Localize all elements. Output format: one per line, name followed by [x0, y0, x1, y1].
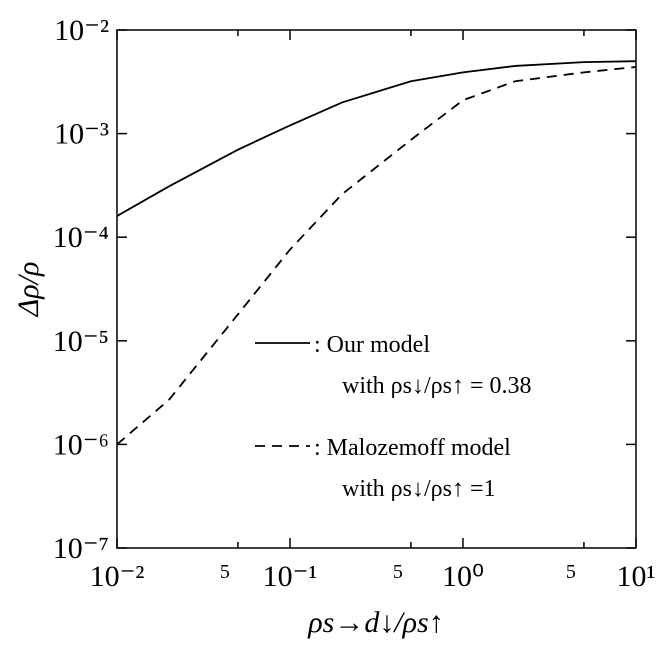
x-minor-tick-label: 5: [393, 561, 403, 583]
x-tick-label: 10⁰: [442, 560, 484, 593]
legend-note: with ρs↓/ρs↑ =1: [342, 476, 496, 502]
y-tick-label: 10⁻⁵: [53, 325, 109, 358]
legend-note: with ρs↓/ρs↑ = 0.38: [342, 373, 532, 399]
x-minor-tick-label: 5: [566, 561, 576, 583]
y-tick-label: 10⁻⁷: [53, 532, 109, 565]
x-axis-label: ρs→d↓/ρs↑: [307, 606, 443, 639]
series-line: [116, 66, 637, 446]
plot-frame: [116, 29, 637, 549]
y-tick-label: 10⁻³: [54, 118, 109, 151]
x-tick-label: 10¹: [617, 560, 656, 593]
legend-label: : Our model: [314, 332, 430, 358]
y-tick-label: 10⁻²: [54, 14, 109, 47]
y-axis-label: Δρ/ρ: [12, 262, 45, 318]
legend-label: : Malozemoff model: [314, 435, 511, 461]
y-tick-label: 10⁻⁴: [53, 221, 109, 254]
x-tick-label: 10⁻¹: [263, 560, 318, 593]
x-minor-tick-label: 5: [220, 561, 230, 583]
x-tick-label: 10⁻²: [90, 560, 145, 593]
y-tick-label: 10⁻⁶: [53, 428, 109, 461]
series-line: [116, 60, 637, 217]
